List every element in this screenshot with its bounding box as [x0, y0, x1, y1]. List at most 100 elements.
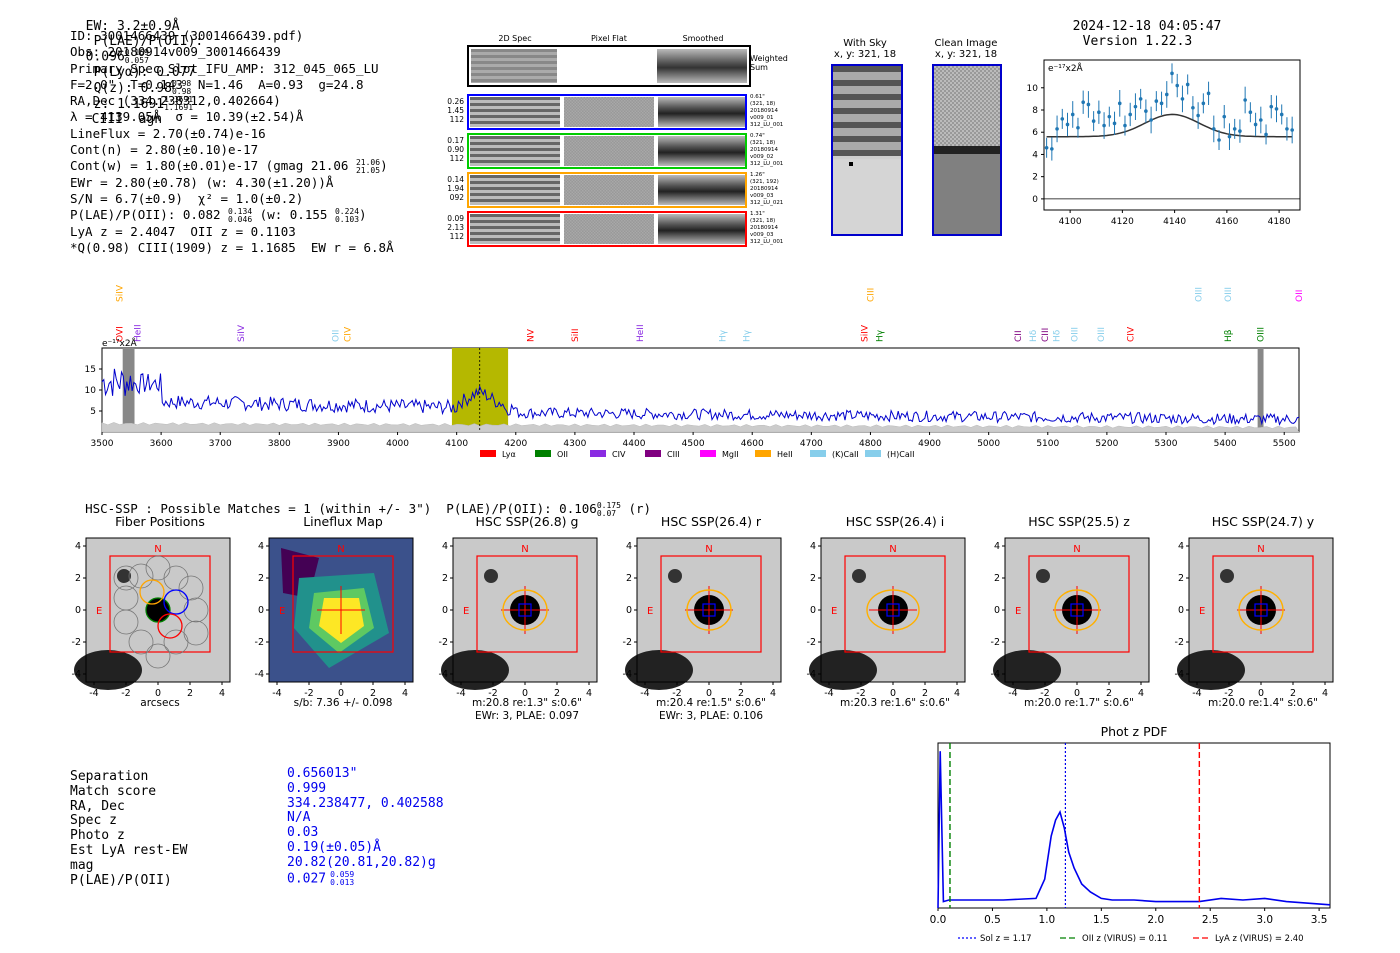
match-row-value: 0.03 [287, 825, 444, 841]
timestamp: 2024-12-18 04:05:47 [1072, 19, 1222, 34]
photz-xtick-label: 3.5 [1311, 914, 1328, 926]
zoom-data-point [1081, 100, 1085, 105]
cutout-ytick-label: 2 [1178, 573, 1184, 584]
cutout-ellipse [502, 589, 548, 631]
cutout-center-box [518, 603, 532, 617]
cutout-aperture-box [476, 555, 578, 653]
zoom-data-point [1112, 121, 1117, 126]
info-plae-w: (w: 0.155 [259, 207, 328, 223]
cutout-bright-source [74, 650, 142, 690]
cutout-ytick-label: 2 [442, 573, 448, 584]
zoom-data-point [1044, 145, 1049, 150]
weighted-2d-spec [471, 49, 557, 83]
cutout-svg: N E -4 -4 -2 -2 0 0 2 2 4 4 [72, 537, 231, 699]
cutout-caption-1: m:20.4 re:1.5" s:0.6" [656, 697, 766, 709]
zoom-data-point [1117, 101, 1122, 106]
cutout-panel: HSC SSP(26.4) i N E -4 -4 -2 -2 0 0 2 2 4 4 m:20.3 re… [805, 512, 985, 727]
spec-row-2d [470, 97, 560, 127]
cutout-ytick-label: 4 [1178, 541, 1184, 552]
spec-row-left-labels: 0.09 2.13 112 [440, 214, 464, 241]
info-fibers: F=2.0" T=0.143 N=1.46 A=0.93 g=24.8 [70, 76, 364, 92]
cutout-panel: HSC SSP(26.4) r N E -4 -4 -2 -2 0 0 2 2 4 4 m:20.4 re… [621, 512, 801, 727]
cutout-title: Lineflux Map [303, 514, 383, 529]
full-spec-legend-label: HeII [777, 450, 793, 459]
full-spec-line-label: HeII [133, 324, 143, 342]
spec-row-box [467, 94, 747, 130]
plae-hi: 0.169 [124, 48, 149, 57]
cutout-panel: HSC SSP(26.8) g N E -4 -4 -2 -2 0 0 2 2 4 4 m:20.8 re… [437, 512, 617, 727]
cutout-ytick-label: -2 [439, 637, 448, 648]
full-spec-ytick-label: 5 [90, 407, 96, 417]
full-spec-xtick-label: 4400 [623, 439, 646, 449]
info-qline: *Q(0.98) CIII(1909) z = 1.1685 EW r = 6.… [70, 240, 394, 256]
photz-title: Phot z PDF [1100, 724, 1168, 739]
cutout-xtick-label: -4 [640, 688, 649, 699]
info-lyaz: LyA z = 2.4047 OII z = 0.1103 [70, 223, 296, 239]
match-row-label: Spec z [70, 813, 117, 829]
qz-label: Q(z): 0.98 [93, 80, 172, 96]
hsc-line-text: HSC-SSP : Possible Matches = 1 (within +… [85, 501, 597, 516]
cutout-xtick-label: 2 [1106, 688, 1112, 699]
info-lambda: λ = 4139.05Å σ = 10.39(±2.54)Å [70, 109, 304, 125]
zoom-data-point [1217, 138, 1221, 142]
hsc-lo: 0.07 [596, 508, 617, 518]
cutout-aperture-box [1212, 555, 1314, 653]
full-spec-legend-label: MgII [722, 450, 739, 459]
full-spec-line-label: OIII [1070, 327, 1080, 342]
spec-row-left-value: 0.14 [447, 175, 464, 184]
cutout-center-box [702, 603, 716, 617]
full-spec-ytick-label: 10 [85, 386, 97, 396]
full-spec-line-label: NV [527, 328, 537, 342]
cutout-svg: N E -4 -4 -2 -2 0 0 2 2 4 4 [623, 537, 782, 699]
cutout-xtick-label: -2 [304, 688, 313, 699]
spec-row-right-value: 312_LU_001 [750, 239, 784, 245]
cutout-ytick-label: 4 [626, 541, 632, 552]
full-spec-line-label: CIV [343, 326, 353, 342]
cutout-ytick-label: 2 [810, 573, 816, 584]
zoom-ytick-label: 6 [1032, 128, 1038, 138]
cutout-svg: N E -4 -4 -2 -2 0 0 2 2 4 4 [255, 537, 414, 699]
cutout-title: HSC SSP(26.8) g [475, 514, 579, 529]
zoom-data-point [1133, 104, 1138, 109]
match-row-value-text: 0.027 [287, 871, 327, 887]
full-spec-unit: e⁻¹⁷x2Å [102, 337, 138, 349]
info-radec: RA,Dec (334.238312,0.402664) [70, 93, 281, 109]
full-spec-xtick-label: 5200 [1095, 439, 1118, 449]
z-label: z: 1.1691 [93, 96, 165, 112]
full-spec-legend-label: (K)CaII [832, 450, 859, 459]
photz-xtick-label: 1.5 [1093, 914, 1110, 926]
match-row-value-text: 334.238477, 0.402588 [287, 795, 444, 811]
cutout-caption-1: m:20.8 re:1.3" s:0.6" [472, 697, 582, 709]
cutout-xtick-label: 0 [706, 688, 712, 699]
cutout-north-label: N [705, 544, 712, 555]
full-spec-line-label: Hγ [719, 329, 729, 342]
photz-pdf-line [937, 751, 1331, 909]
zoom-data-point [1065, 122, 1070, 127]
info-sn: S/N = 6.7(±0.9) χ² = 1.0(±0.2) [70, 191, 304, 207]
cutout-north-label: N [521, 544, 528, 555]
cutout-north-label: N [337, 544, 344, 555]
spec-row-right-value: 312_LU_021 [750, 200, 784, 206]
zoom-unit-label: e⁻¹⁷x2Å [1048, 62, 1084, 74]
zoom-data-point [1076, 125, 1080, 130]
cutout-title: HSC SSP(24.7) y [1211, 514, 1315, 529]
spec-row-right-value: v009_03 [750, 193, 774, 199]
full-spec-legend-label: CIII [667, 450, 680, 459]
full-spec-line-label: HeII [636, 324, 646, 342]
spec-row-flat [564, 214, 654, 244]
match-row-value: 0.19(±0.05)Å [287, 840, 444, 856]
contw-lo: 21.05 [355, 165, 381, 175]
info-plae-lo: 0.046 [228, 214, 253, 224]
full-spec-xtick-label: 3900 [327, 439, 350, 449]
cutout-ellipse [1054, 589, 1100, 631]
cutout-neighbor-source [484, 569, 498, 583]
zoom-data-point [1102, 123, 1106, 128]
zoom-data-point [1107, 114, 1112, 119]
cutout-center-box [1070, 603, 1084, 617]
cutout-aperture-box [1028, 555, 1130, 653]
spec-row-right-value: 0.61" [750, 94, 765, 100]
smoothed-col-title: Smoothed [682, 34, 724, 43]
cutout-bright-source [1177, 650, 1245, 690]
cutout-caption-1: s/b: 7.36 +/- 0.098 [293, 697, 393, 709]
cutout-north-label: N [1257, 544, 1264, 555]
